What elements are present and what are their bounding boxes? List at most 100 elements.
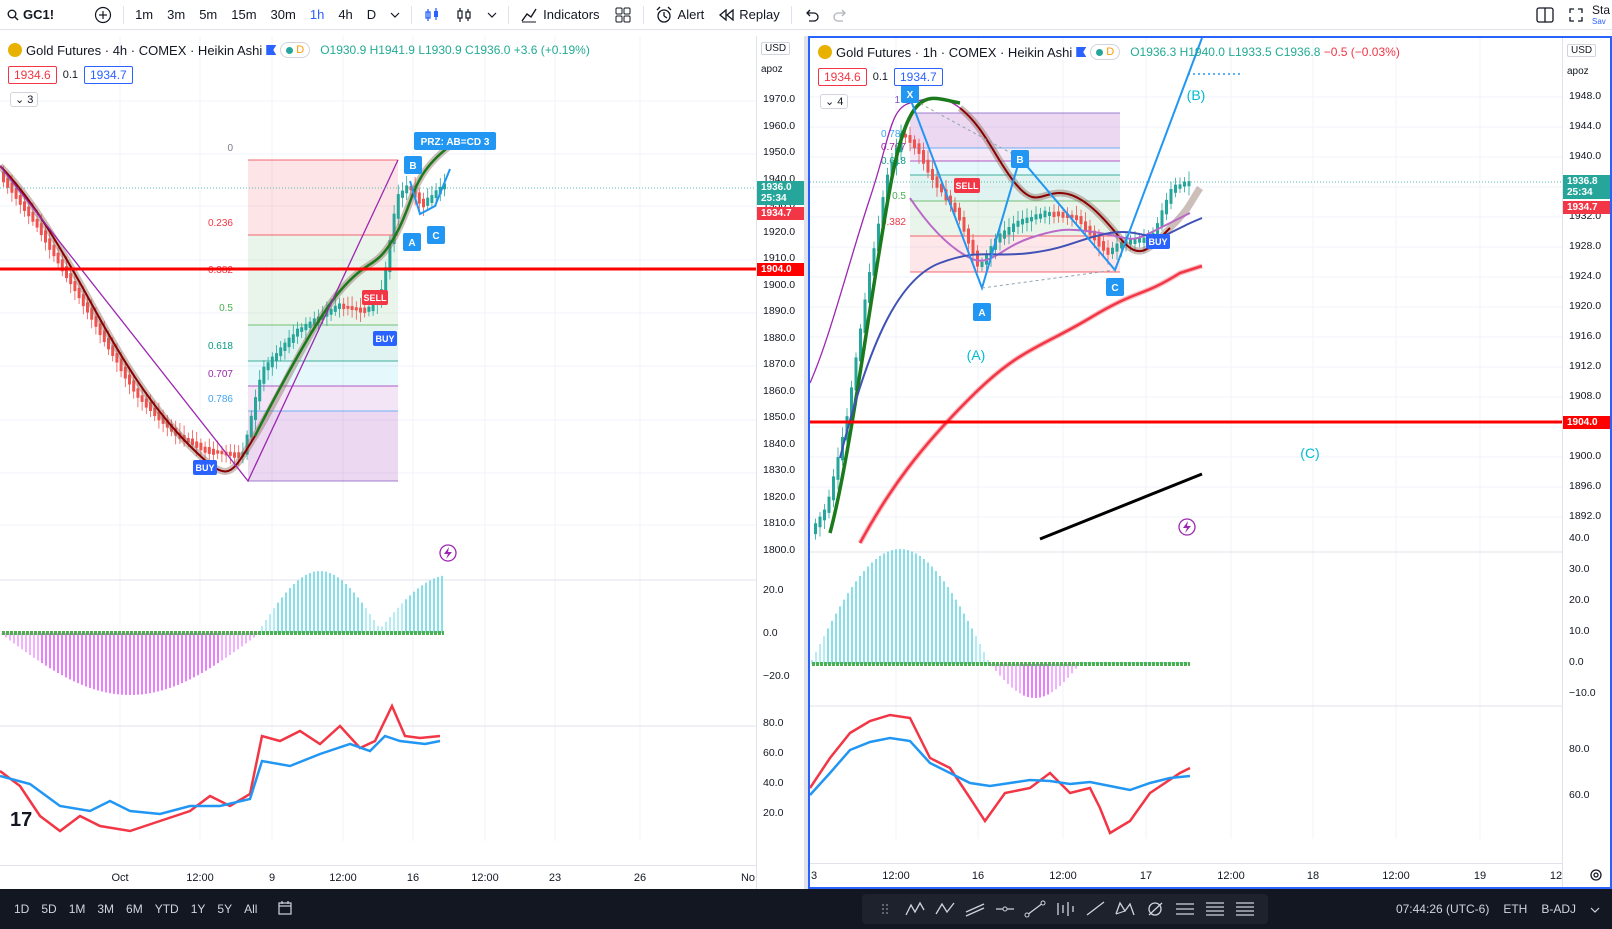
ray-icon[interactable] [1082,898,1108,920]
trend-line-icon[interactable] [1022,898,1048,920]
wave-a-label: (A) [967,347,986,363]
flag-icon[interactable] [1076,47,1087,57]
plus-circle-icon [94,6,112,23]
candle-body [827,496,831,513]
time-label: 12:00 [329,872,357,884]
fib-retracement[interactable] [910,112,1120,273]
goto-date-button[interactable] [271,900,299,919]
indicators-button[interactable]: Indicators [513,0,606,30]
interval-5m[interactable]: 5m [199,7,218,22]
candle-body [409,186,413,191]
right-chart-plot[interactable]: 1 0.786 0.707 0.618 0.5 0.382 X B A C [810,38,1562,863]
elliott-wave-icon[interactable] [902,898,928,920]
fib-level-0707: 0.707 [881,142,906,153]
bar-countdown: 25:34 [1567,187,1593,198]
indicators-collapse-button[interactable]: ⌄ 3 [10,92,39,107]
candle-body [1061,212,1065,218]
candle-body [913,139,916,149]
price-scale[interactable]: USD apoz 1970.0 1960.0 1950.0 1940.0 1930.0 1… [756,36,804,889]
chart-settings-button[interactable] [1588,867,1604,883]
left-chart-plot[interactable]: 0 0.236 0.382 0.5 0.618 0.707 0.786 B A … [0,36,756,865]
trend-line[interactable] [1039,472,1203,541]
redo-button[interactable] [826,0,856,30]
fullscreen-button[interactable] [1561,0,1590,30]
pane-divider[interactable] [804,36,808,889]
price-tick: 1960.0 [763,119,796,132]
lightning-icon[interactable] [1178,518,1196,536]
interval-1m[interactable]: 1m [135,7,154,22]
undo-button[interactable] [796,0,826,30]
lightning-icon[interactable] [439,544,457,562]
range-all[interactable]: All [244,902,258,916]
templates-button[interactable] [607,0,639,30]
cycle-icon[interactable] [1142,898,1168,920]
separator [411,5,413,24]
interval-3m[interactable]: 3m [167,7,186,22]
ohlc-values: O1936.3 H1940.0 L1933.5 C1936.8 −0.5 (−0… [1130,45,1400,59]
symbol-search[interactable]: GC1! [0,0,61,30]
range-1y[interactable]: 1Y [190,902,206,916]
time-label: 12:00 [186,872,214,884]
chart-pane-right[interactable]: 1 0.786 0.707 0.618 0.5 0.382 X B A C [808,36,1612,889]
collapse-panel-button[interactable] [1590,902,1600,916]
candle-body [967,228,970,244]
buy-price-button[interactable]: 1934.7 [84,66,133,84]
save-button[interactable]: Sta Sav [1590,0,1612,30]
currency-selector[interactable]: USD [761,42,791,55]
drag-handle-icon[interactable] [872,898,898,920]
range-1d[interactable]: 1D [14,902,30,916]
time-label: Oct [111,872,129,884]
sell-price-button[interactable]: 1934.6 [8,66,57,84]
fib-icon[interactable] [1172,898,1198,920]
currency-selector[interactable]: USD [1567,44,1597,57]
scale-mode-selector[interactable]: apoz [1567,66,1589,77]
market-status-badge[interactable]: D [1090,44,1121,60]
range-3m[interactable]: 3M [97,902,115,916]
time-axis[interactable]: Oct 12:00 9 12:00 16 12:00 23 26 No [0,865,756,889]
compare-add-button[interactable] [87,0,119,30]
flag-icon[interactable] [266,45,277,55]
range-ytd[interactable]: YTD [154,902,179,916]
session-toggle[interactable]: ETH [1503,902,1528,916]
market-status-badge[interactable]: D [280,42,311,58]
menu-lines-icon[interactable] [1232,898,1258,920]
range-6m[interactable]: 6M [126,902,143,916]
chart-pane-left[interactable]: 0 0.236 0.382 0.5 0.618 0.707 0.786 B A … [0,36,804,889]
adjustment-toggle[interactable]: B-ADJ [1541,902,1576,916]
chart-type-candles-button[interactable] [448,0,480,30]
time-axis[interactable]: 3 12:00 16 12:00 17 12:00 18 12:00 19 12 [810,863,1562,887]
trend-channel-icon[interactable] [962,898,988,920]
fib-retracement[interactable] [248,159,398,482]
buy-price-button[interactable]: 1934.7 [894,68,943,86]
chart-type-bars-button[interactable] [416,0,448,30]
alert-button[interactable]: Alert [648,0,712,30]
delay-badge-label: D [1106,46,1115,58]
replay-button[interactable]: Replay [711,0,786,30]
candle-body [10,182,14,193]
interval-4h[interactable]: 4h [338,7,353,22]
interval-30m[interactable]: 30m [270,7,296,22]
bars-chart-icon [425,7,439,21]
interval-dropdown[interactable] [383,0,407,30]
sell-price-button[interactable]: 1934.6 [818,68,867,86]
bars-pattern-icon[interactable] [1052,898,1078,920]
abc-pattern-icon[interactable] [932,898,958,920]
fib-level-1: 1 [894,95,900,106]
fib-extension-icon[interactable] [1202,898,1228,920]
horizontal-line-icon[interactable] [992,898,1018,920]
candle-body [136,388,140,398]
layout-toggle-button[interactable] [1529,0,1561,30]
range-1m[interactable]: 1M [68,902,86,916]
interval-15m[interactable]: 15m [231,7,257,22]
clock-time[interactable]: 07:44:26 (UTC-6) [1395,902,1490,916]
chart-type-dropdown[interactable] [480,0,504,30]
osc-tick: 20.0 [1569,594,1590,606]
scale-mode-selector[interactable]: apoz [761,64,783,75]
range-5y[interactable]: 5Y [217,902,233,916]
interval-d[interactable]: D [366,7,377,22]
range-5d[interactable]: 5D [41,902,57,916]
indicators-collapse-button[interactable]: ⌄ 4 [820,94,849,109]
interval-1h[interactable]: 1h [309,7,325,22]
price-scale[interactable]: USD apoz 1948.01944.01940.01936.01932.01… [1562,38,1610,887]
xabcd-pattern-icon[interactable] [1112,898,1138,920]
